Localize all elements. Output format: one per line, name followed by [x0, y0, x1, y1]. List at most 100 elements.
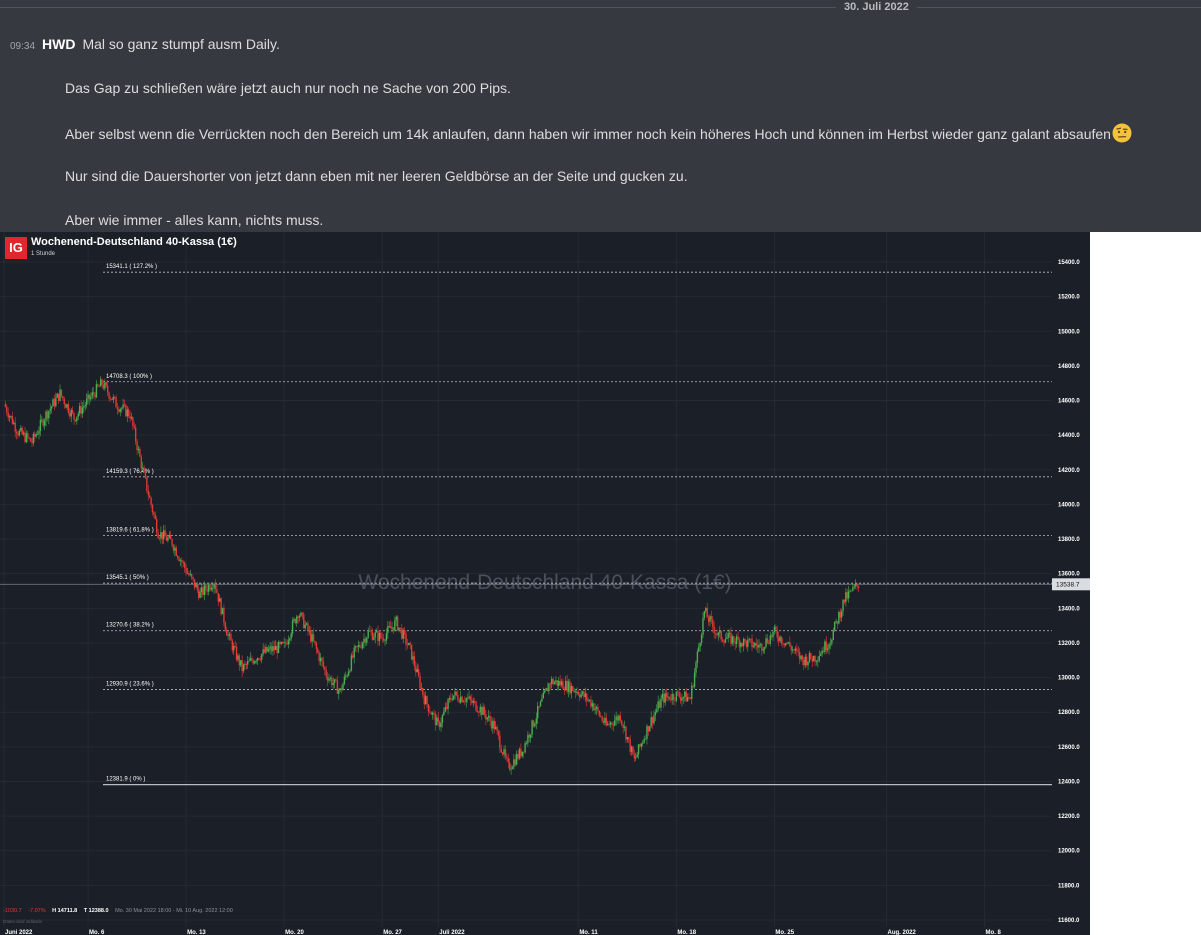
candle-body — [60, 389, 63, 397]
candle-body — [653, 715, 655, 724]
candle-body — [724, 639, 727, 643]
candle-body — [674, 699, 676, 701]
candle-body — [62, 396, 64, 399]
candle-body — [387, 626, 389, 634]
candle-body — [290, 633, 292, 639]
candle-body — [189, 574, 192, 576]
candle-body — [567, 681, 570, 692]
candle-body — [391, 627, 393, 629]
candle-body — [87, 394, 89, 399]
candle-body — [529, 734, 532, 738]
candle-body — [354, 646, 357, 648]
candle-body — [535, 718, 537, 724]
candle-body — [237, 655, 239, 660]
candle-body — [679, 696, 682, 701]
candle-body — [698, 646, 700, 652]
x-tick-label: Mo. 11 — [579, 930, 598, 935]
candle-body — [513, 759, 515, 768]
candle-body — [541, 698, 543, 702]
y-tick-label: 14600.0 — [1058, 399, 1080, 405]
candle-body — [216, 589, 218, 593]
candle-body — [426, 696, 428, 705]
candle-body — [395, 616, 397, 621]
candle-body — [331, 677, 333, 686]
candle-body — [761, 643, 763, 651]
candle-body — [772, 631, 774, 638]
candle-body — [796, 648, 798, 651]
y-tick-label: 11800.0 — [1058, 883, 1080, 889]
chart-stats: -1030.7 -7.07% H 14711.8 T 12388.0 Mo. 3… — [3, 908, 238, 914]
candle-body — [672, 693, 675, 700]
candle-body — [346, 675, 348, 677]
candle-body — [238, 655, 241, 666]
candle-body — [459, 696, 462, 703]
candle-body — [800, 655, 802, 660]
candle-body — [230, 633, 232, 641]
candle-body — [261, 653, 263, 660]
candle-body — [686, 697, 689, 702]
candle-body — [25, 433, 28, 442]
candle-body — [219, 598, 221, 602]
candle-body — [483, 706, 486, 715]
y-tick-label: 14800.0 — [1058, 364, 1080, 370]
candle-body — [17, 433, 19, 436]
candle-body — [587, 700, 589, 701]
candle-body — [752, 646, 755, 647]
candle-body — [682, 696, 685, 699]
candle-body — [707, 617, 710, 622]
price-chart[interactable]: 11600.0 11800.0 12000.0 12200.0 12400.0 12600… — [0, 232, 1090, 935]
blank-margin — [1090, 232, 1201, 935]
candle-body — [727, 633, 729, 638]
x-tick-label: Mo. 13 — [187, 930, 206, 935]
candle-body — [462, 701, 465, 703]
candle-body — [633, 754, 636, 759]
candle-body — [382, 638, 385, 641]
candle-body — [632, 746, 634, 755]
x-tick-label: Juli 2022 — [439, 930, 465, 935]
candle-body — [104, 382, 106, 389]
candle-body — [747, 639, 749, 647]
candle-body — [188, 573, 190, 576]
candle-body — [357, 644, 360, 648]
candle-body — [335, 679, 337, 681]
candle-body — [69, 412, 71, 417]
candle-body — [193, 579, 196, 588]
candle-body — [709, 616, 711, 622]
candle-body — [301, 612, 304, 615]
candle-body — [667, 696, 669, 698]
candle-body — [691, 685, 693, 699]
candle-body — [815, 661, 818, 663]
candle-body — [637, 744, 640, 755]
candle-body — [67, 404, 70, 413]
message-timestamp: 09:34 — [10, 41, 36, 52]
candle-body — [615, 716, 617, 721]
candle-body — [695, 662, 697, 673]
stat-change: -1030.7 — [3, 908, 22, 914]
chart-canvas[interactable]: 11600.0 11800.0 12000.0 12200.0 12400.0 12600… — [0, 232, 1090, 935]
y-tick-label: 14200.0 — [1058, 468, 1080, 474]
candle-body — [366, 637, 368, 643]
candle-body — [77, 413, 79, 417]
candle-body — [726, 637, 728, 640]
candle-body — [843, 599, 846, 603]
candle-body — [108, 392, 110, 399]
candle-body — [625, 726, 627, 740]
candle-body — [650, 717, 652, 727]
candle-body — [504, 749, 507, 757]
candle-body — [618, 715, 620, 721]
y-tick-label: 15000.0 — [1058, 329, 1080, 335]
candle-body — [804, 656, 806, 666]
candle-body — [573, 690, 575, 692]
candle-body — [798, 652, 801, 660]
candle-body — [63, 398, 65, 405]
candle-body — [373, 637, 375, 640]
candle-body — [18, 430, 21, 436]
candle-body — [74, 419, 77, 422]
candle-body — [359, 644, 361, 647]
candle-body — [437, 717, 439, 722]
candle-body — [396, 616, 399, 631]
candle-body — [66, 404, 68, 408]
candle-body — [710, 616, 713, 620]
message-author[interactable]: HWD — [42, 36, 76, 52]
candle-body — [773, 626, 776, 632]
